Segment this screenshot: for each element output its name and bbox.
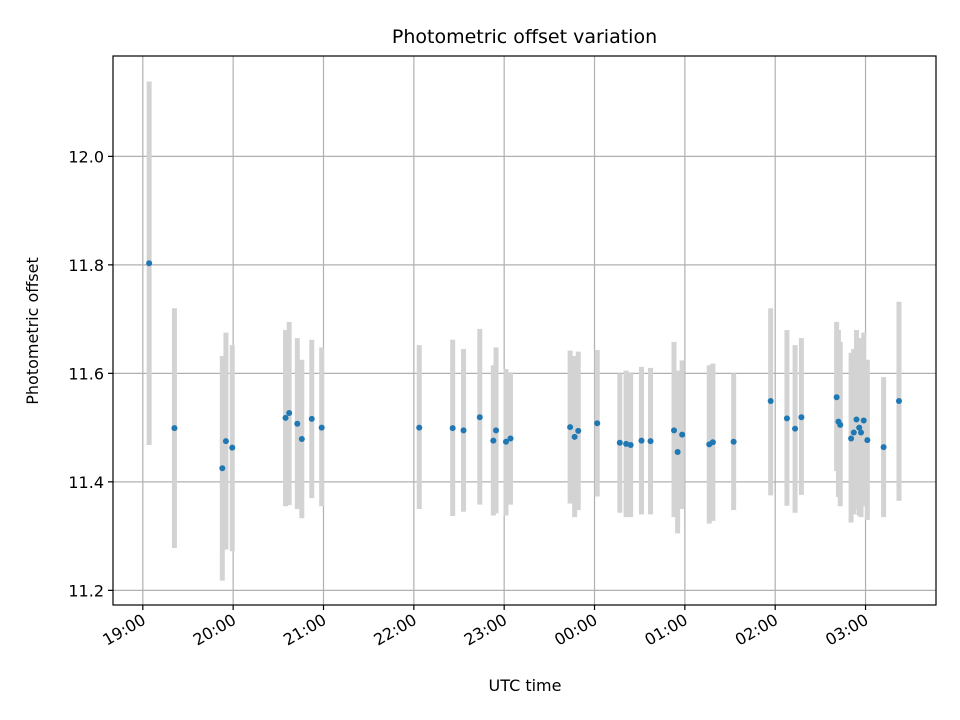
y-tick-label: 12.0 [68,147,104,166]
data-points [146,260,902,472]
data-point [627,441,634,448]
data-point [858,429,865,436]
data-point [286,409,293,416]
grid-lines [113,56,936,605]
data-point [507,435,514,442]
data-point [594,420,601,427]
data-point [219,465,226,472]
y-axis-label: Photometric offset [23,257,42,405]
data-point [848,435,855,442]
y-tick-label: 11.2 [68,581,104,600]
chart-title: Photometric offset variation [392,26,657,48]
data-point [146,260,153,267]
data-point [222,438,229,445]
data-point [416,424,423,431]
data-point [571,433,578,440]
data-point [171,425,178,432]
data-point [671,427,678,434]
data-point [298,435,305,442]
data-point [798,414,805,421]
y-tick-label: 11.6 [68,364,104,383]
plot-area-frame [112,55,937,606]
data-point [460,427,467,434]
data-point [730,438,737,445]
data-point [493,427,500,434]
data-point [575,427,582,434]
data-point [837,421,844,428]
data-point [282,414,289,421]
data-point [616,439,623,446]
data-point [647,438,654,445]
data-point [880,444,887,451]
data-point [679,431,686,438]
data-point [490,437,497,444]
data-point [709,439,716,446]
data-point [833,394,840,401]
data-point [850,429,857,436]
y-tick-label: 11.4 [68,473,104,492]
data-point [864,437,871,444]
data-point [449,425,456,432]
y-tick-label: 11.8 [68,256,104,275]
data-point [294,420,301,427]
data-point [308,415,315,422]
data-point [783,415,790,422]
data-point [318,424,325,431]
y-axis-ticks: 11.2 11.4 11.6 11.8 12.0 [68,147,113,600]
data-point [638,437,645,444]
data-point [623,440,630,447]
data-point [853,416,860,423]
data-point [229,444,236,451]
data-point [860,417,867,424]
data-point [792,425,799,432]
x-axis-label: UTC time [489,676,562,695]
data-point [856,424,863,431]
data-point [767,398,774,405]
data-point [476,414,483,421]
data-point [674,449,681,456]
data-point [895,398,902,405]
data-point [567,424,574,431]
data-point [502,438,509,445]
